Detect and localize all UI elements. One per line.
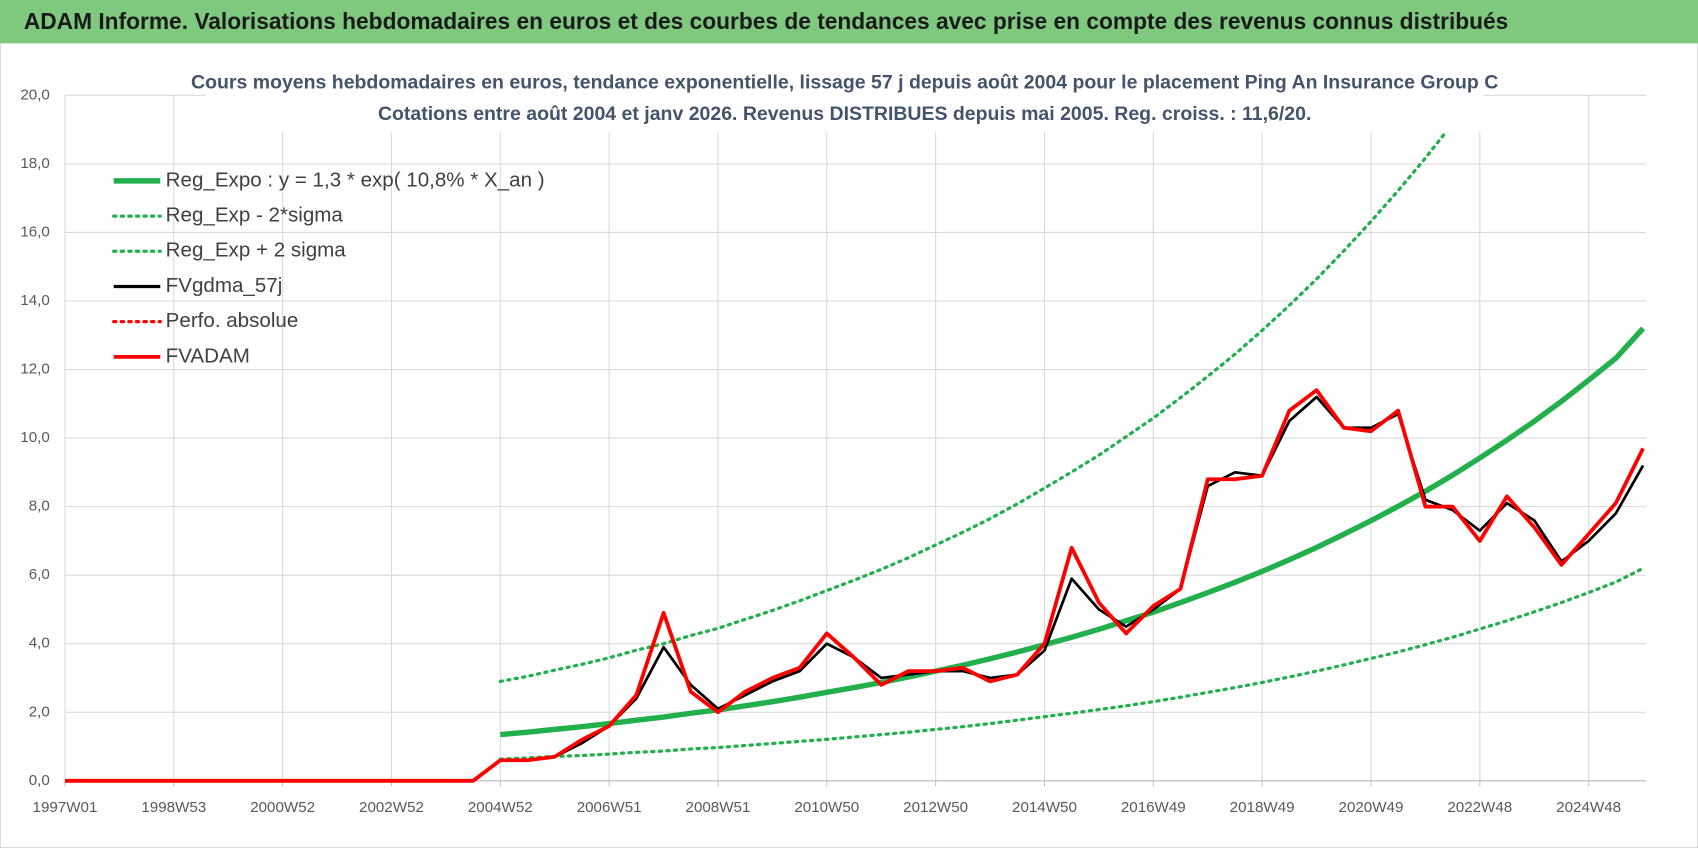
y-tick-label: 2,0 (29, 703, 50, 720)
x-tick-label: 2012W50 (903, 799, 968, 816)
x-tick-label: 2024W48 (1556, 799, 1621, 816)
series-line (500, 326, 1646, 738)
legend-label: Reg_Expo : y = 1,3 * exp( 10,8% * X_an ) (166, 168, 545, 191)
legend-label: FVADAM (166, 344, 250, 367)
y-tick-label: 16,0 (20, 223, 50, 240)
y-tick-label: 6,0 (29, 566, 50, 583)
series-line (64, 388, 1645, 783)
y-tick-label: 8,0 (29, 498, 50, 515)
y-tick-label: 14,0 (20, 292, 50, 309)
x-tick-label: 2002W52 (359, 799, 424, 816)
y-tick-label: 12,0 (20, 361, 50, 378)
y-tick-label: 18,0 (20, 155, 50, 172)
x-tick-label: 2010W50 (794, 799, 859, 816)
x-tick-label: 2008W51 (686, 799, 751, 816)
x-tick-label: 1997W01 (33, 799, 98, 816)
legend-label: Perfo. absolue (166, 309, 299, 332)
y-tick-label: 0,0 (29, 772, 50, 789)
series-line (498, 566, 1645, 761)
y-tick-label: 10,0 (20, 429, 50, 446)
header-title: ADAM Informe. Valorisations hebdomadaire… (24, 8, 1509, 34)
x-tick-label: 2014W50 (1012, 799, 1077, 816)
legend-label: Reg_Exp + 2 sigma (166, 239, 347, 262)
x-tick-label: 2022W48 (1447, 799, 1512, 816)
x-tick-label: 2016W49 (1121, 799, 1186, 816)
grid: 0,0 2,0 4,0 6,0 8,0 10,0 12,0 14,0 16,0 18,0 20,0 1… (20, 86, 1647, 816)
x-tick-label: 2004W52 (468, 799, 533, 816)
y-tick-label: 20,0 (20, 86, 50, 103)
legend: Reg_Expo : y = 1,3 * exp( 10,8% * X_an )… (112, 168, 545, 367)
y-tick-label: 4,0 (29, 635, 50, 652)
x-tick-label: 1998W53 (141, 799, 206, 816)
x-tick-label: 2000W52 (250, 799, 315, 816)
chart-title: Cours moyens hebdomadaires en euros, ten… (191, 72, 1498, 94)
header-bar (0, 0, 1698, 44)
x-tick-label: 2018W49 (1230, 799, 1295, 816)
plot (64, 93, 1646, 783)
x-tick-label: 2006W51 (577, 799, 642, 816)
title-bg (205, 67, 1484, 133)
chart-subtitle: Cotations entre août 2004 et janv 2026. … (378, 103, 1311, 125)
legend-label: Reg_Exp - 2*sigma (166, 204, 344, 227)
x-tick-label: 2020W49 (1339, 799, 1404, 816)
legend-label: FVgdma_57j (166, 274, 283, 297)
